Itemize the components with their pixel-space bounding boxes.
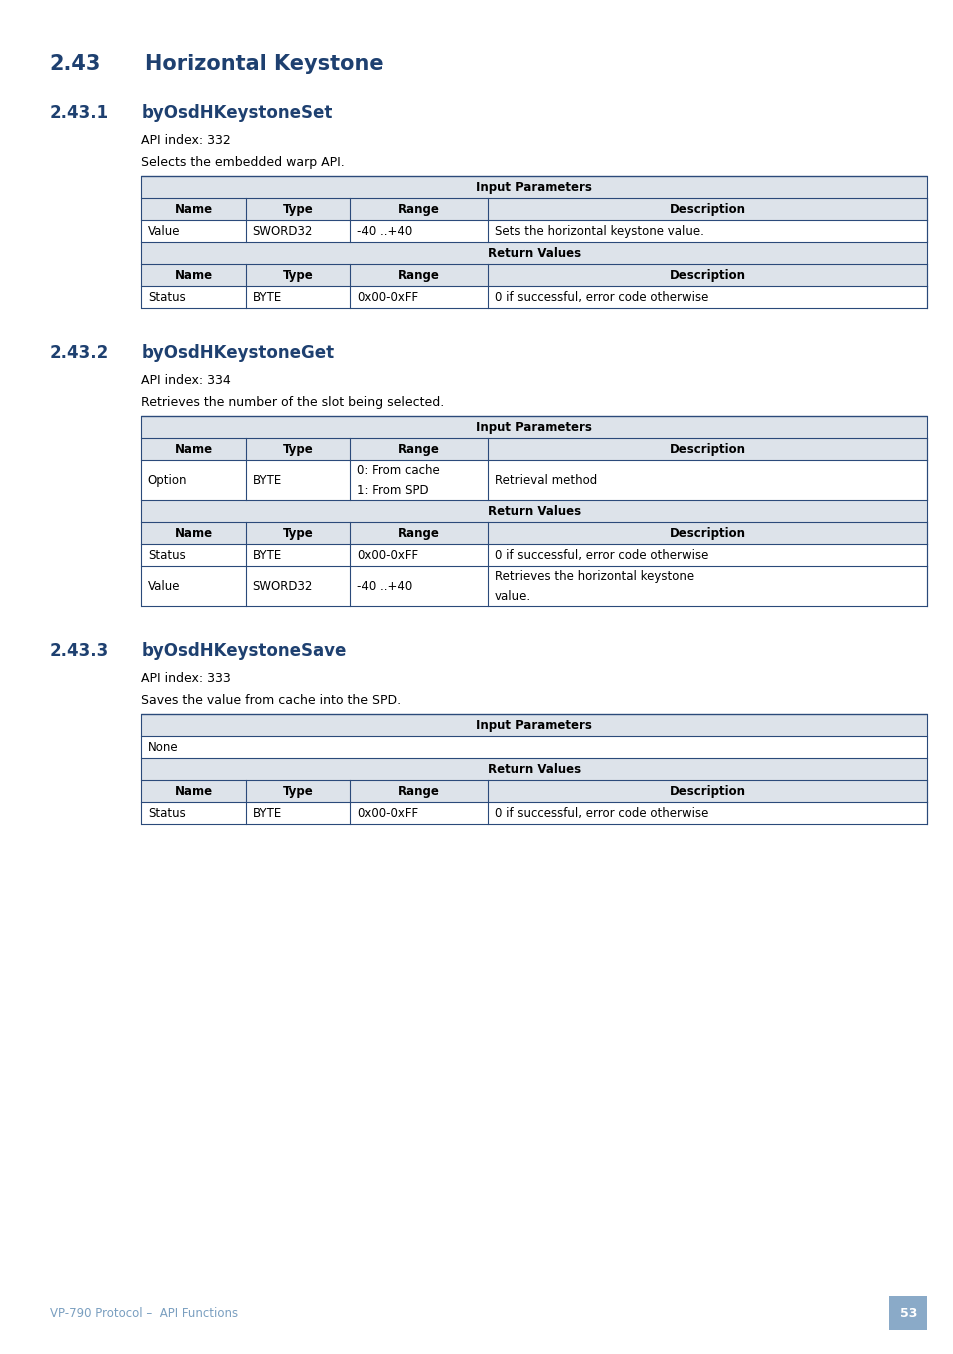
Text: Name: Name [174, 785, 213, 798]
Text: Input Parameters: Input Parameters [476, 421, 592, 433]
Text: 1: From SPD: 1: From SPD [356, 483, 428, 497]
Text: 0 if successful, error code otherwise: 0 if successful, error code otherwise [494, 291, 707, 303]
Text: Description: Description [669, 203, 745, 215]
Text: Saves the value from cache into the SPD.: Saves the value from cache into the SPD. [141, 695, 401, 707]
Text: Type: Type [282, 527, 314, 540]
Text: 0 if successful, error code otherwise: 0 if successful, error code otherwise [494, 548, 707, 562]
Bar [141, 198, 926, 221]
Bar [141, 523, 926, 544]
Text: Type: Type [282, 785, 314, 798]
Text: BYTE: BYTE [253, 291, 281, 303]
Text: -40 ..+40: -40 ..+40 [356, 225, 412, 238]
Text: VP-790 Protocol –  API Functions: VP-790 Protocol – API Functions [50, 1307, 237, 1320]
Text: Retrieves the horizontal keystone: Retrieves the horizontal keystone [494, 570, 693, 582]
Text: None: None [148, 741, 178, 754]
Text: Type: Type [282, 443, 314, 456]
Text: BYTE: BYTE [253, 474, 281, 486]
Text: SWORD32: SWORD32 [253, 225, 313, 238]
Text: BYTE: BYTE [253, 807, 281, 819]
Text: -40 ..+40: -40 ..+40 [356, 580, 412, 593]
Text: Description: Description [669, 268, 745, 282]
Text: Name: Name [174, 443, 213, 456]
Text: byOsdHKeystoneGet: byOsdHKeystoneGet [141, 344, 334, 362]
Text: 2.43: 2.43 [50, 54, 101, 74]
Text: byOsdHKeystoneSet: byOsdHKeystoneSet [141, 104, 333, 122]
Text: Range: Range [397, 527, 439, 540]
Bar [141, 416, 926, 439]
Text: Input Parameters: Input Parameters [476, 719, 592, 731]
Text: Range: Range [397, 268, 439, 282]
Text: BYTE: BYTE [253, 548, 281, 562]
Text: Name: Name [174, 203, 213, 215]
Text: API index: 332: API index: 332 [141, 134, 231, 148]
Text: Input Parameters: Input Parameters [476, 180, 592, 194]
Text: Range: Range [397, 203, 439, 215]
Text: Name: Name [174, 527, 213, 540]
Text: byOsdHKeystoneSave: byOsdHKeystoneSave [141, 642, 346, 661]
Text: Description: Description [669, 527, 745, 540]
Bar [888, 1297, 926, 1330]
Bar [141, 242, 926, 264]
Text: Value: Value [148, 225, 180, 238]
Text: 2.43.3: 2.43.3 [50, 642, 109, 661]
Text: Return Values: Return Values [487, 762, 580, 776]
Bar [141, 780, 926, 802]
Text: Status: Status [148, 807, 186, 819]
Text: Sets the horizontal keystone value.: Sets the horizontal keystone value. [494, 225, 702, 238]
Text: 53: 53 [899, 1307, 916, 1320]
Text: Status: Status [148, 548, 186, 562]
Text: 0x00-0xFF: 0x00-0xFF [356, 807, 417, 819]
Text: Status: Status [148, 291, 186, 303]
Bar [141, 439, 926, 460]
Text: API index: 334: API index: 334 [141, 374, 231, 387]
Text: 2.43.2: 2.43.2 [50, 344, 109, 362]
Bar [141, 714, 926, 737]
Text: 0 if successful, error code otherwise: 0 if successful, error code otherwise [494, 807, 707, 819]
Text: API index: 333: API index: 333 [141, 672, 231, 685]
Bar [141, 176, 926, 198]
Text: Return Values: Return Values [487, 505, 580, 517]
Bar [141, 264, 926, 286]
Text: Return Values: Return Values [487, 246, 580, 260]
Text: SWORD32: SWORD32 [253, 580, 313, 593]
Text: Range: Range [397, 443, 439, 456]
Text: 2.43.1: 2.43.1 [50, 104, 109, 122]
Text: Horizontal Keystone: Horizontal Keystone [145, 54, 383, 74]
Text: Option: Option [148, 474, 187, 486]
Text: value.: value. [494, 589, 530, 603]
Text: Description: Description [669, 785, 745, 798]
Text: 0x00-0xFF: 0x00-0xFF [356, 548, 417, 562]
Text: Type: Type [282, 203, 314, 215]
Text: 0: From cache: 0: From cache [356, 463, 439, 477]
Bar [141, 500, 926, 523]
Text: Name: Name [174, 268, 213, 282]
Text: Description: Description [669, 443, 745, 456]
Bar [141, 758, 926, 780]
Text: Retrieves the number of the slot being selected.: Retrieves the number of the slot being s… [141, 397, 444, 409]
Text: Retrieval method: Retrieval method [494, 474, 597, 486]
Text: Selects the embedded warp API.: Selects the embedded warp API. [141, 156, 345, 169]
Text: Value: Value [148, 580, 180, 593]
Text: 0x00-0xFF: 0x00-0xFF [356, 291, 417, 303]
Text: Type: Type [282, 268, 314, 282]
Text: Range: Range [397, 785, 439, 798]
